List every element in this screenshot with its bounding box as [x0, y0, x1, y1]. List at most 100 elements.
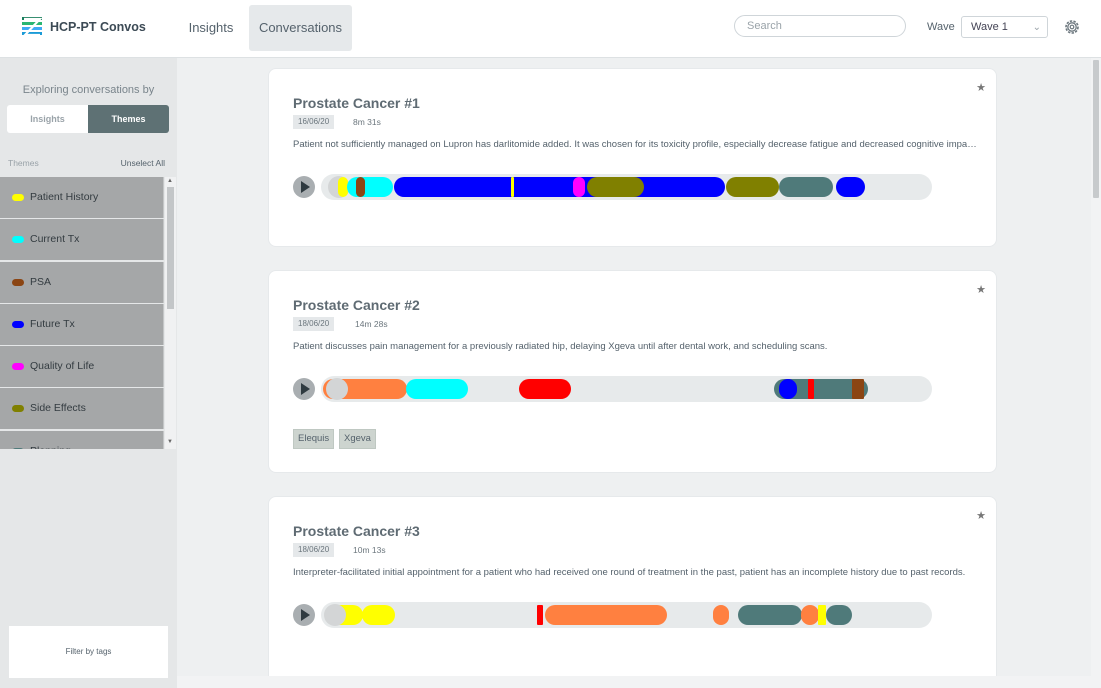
theme-label: Side Effects	[30, 402, 86, 415]
timeline-segment[interactable]	[818, 605, 826, 625]
app-title: HCP-PT Convos	[50, 20, 146, 34]
timeline-segment[interactable]	[338, 177, 348, 197]
theme-list: Patient History Current Tx PSA Future Tx Qua…	[0, 177, 164, 449]
theme-item[interactable]: Quality of Life	[0, 346, 164, 388]
timeline-segment[interactable]	[738, 605, 802, 625]
timeline-segment[interactable]	[347, 177, 393, 197]
timeline-segment[interactable]	[826, 605, 852, 625]
conversation-title: Prostate Cancer #3	[293, 523, 420, 539]
tab-conversations[interactable]: Conversations	[249, 5, 352, 51]
tag-chip[interactable]: Elequis	[293, 429, 335, 449]
timeline-segment[interactable]	[779, 177, 833, 197]
theme-timeline[interactable]	[321, 602, 932, 628]
theme-color-swatch	[12, 320, 24, 328]
timeline-segment[interactable]	[362, 605, 395, 625]
theme-timeline[interactable]	[321, 174, 932, 200]
timeline-segment[interactable]	[394, 177, 725, 197]
timeline-knob[interactable]	[324, 604, 346, 626]
conversation-title: Prostate Cancer #2	[293, 297, 420, 313]
play-button[interactable]	[293, 176, 315, 198]
unselect-all-link[interactable]: Unselect All	[120, 158, 165, 168]
timeline-segment[interactable]	[808, 379, 814, 399]
search-input[interactable]	[734, 15, 906, 37]
wave-label: Wave	[927, 21, 955, 33]
theme-label: Patient History	[30, 191, 99, 203]
sidebar: Exploring conversations by Insights Them…	[0, 58, 177, 688]
top-bar: HCP-PT Convos Insights Conversations Wav…	[0, 0, 1101, 58]
theme-label: Future Tx	[30, 317, 75, 330]
star-icon[interactable]: ★	[976, 82, 986, 94]
duration: 10m 13s	[353, 545, 386, 555]
timeline-segment[interactable]	[774, 379, 868, 399]
tag-chip[interactable]: Xgeva	[339, 429, 376, 449]
conversation-description: Interpreter-facilitated initial appointm…	[293, 567, 966, 578]
conversation-card[interactable]: Prostate Cancer #2 18/06/20 14m 28s Pati…	[268, 270, 997, 473]
scroll-up-icon[interactable]: ▲	[167, 178, 173, 184]
conversation-card[interactable]: Prostate Cancer #3 18/06/20 10m 13s Inte…	[268, 496, 997, 688]
theme-color-swatch	[12, 194, 24, 201]
theme-list-scrollbar[interactable]: ▲ ▼	[165, 177, 176, 449]
chevron-down-icon: ⌄	[1032, 22, 1041, 33]
timeline-segment[interactable]	[726, 177, 779, 197]
duration: 8m 31s	[353, 117, 381, 127]
conversation-description: Patient not sufficiently managed on Lupr…	[293, 139, 977, 150]
theme-color-swatch	[12, 447, 24, 449]
conversation-card[interactable]: Prostate Cancer #1 16/06/20 8m 31s Patie…	[268, 68, 997, 247]
date-badge: 18/06/20	[293, 317, 335, 331]
theme-label: Planning	[30, 445, 71, 449]
timeline-knob[interactable]	[326, 378, 348, 400]
timeline-segment[interactable]	[406, 379, 468, 399]
toggle-themes[interactable]: Themes	[88, 105, 169, 133]
timeline-segment[interactable]	[511, 177, 514, 197]
date-badge: 18/06/20	[293, 543, 335, 557]
timeline-segment[interactable]	[836, 177, 865, 197]
sidebar-heading: Exploring conversations by	[22, 84, 155, 96]
theme-label: Current Tx	[30, 233, 80, 246]
timeline-segment[interactable]	[587, 177, 644, 197]
explore-mode-toggle: Insights Themes	[7, 105, 169, 133]
theme-label: Quality of Life	[30, 360, 95, 373]
toggle-insights[interactable]: Insights	[7, 105, 88, 133]
filter-by-tags-box[interactable]: Filter by tags	[9, 626, 168, 678]
theme-item[interactable]: Planning	[0, 430, 164, 449]
scrollbar-thumb[interactable]	[167, 187, 174, 309]
scroll-down-icon[interactable]: ▼	[167, 439, 173, 445]
scrollbar-thumb[interactable]	[1093, 60, 1099, 198]
theme-item[interactable]: Side Effects	[0, 388, 164, 430]
horizontal-scrollbar[interactable]	[177, 676, 1101, 688]
timeline-segment[interactable]	[537, 605, 543, 625]
timeline-segment[interactable]	[356, 177, 365, 197]
theme-item[interactable]: Future Tx	[0, 303, 164, 345]
theme-color-swatch	[12, 363, 24, 371]
theme-timeline[interactable]	[321, 376, 932, 402]
theme-item[interactable]: Current Tx	[0, 219, 164, 261]
conversation-description: Patient discusses pain management for a …	[293, 341, 828, 352]
theme-color-swatch	[12, 405, 24, 413]
star-icon[interactable]: ★	[976, 284, 986, 296]
timeline-segment[interactable]	[801, 605, 819, 625]
main-scrollbar[interactable]	[1091, 58, 1101, 676]
timeline-segment[interactable]	[519, 379, 571, 399]
tab-insights[interactable]: Insights	[188, 20, 234, 35]
play-button[interactable]	[293, 378, 315, 400]
timeline-segment[interactable]	[779, 379, 797, 399]
theme-item[interactable]: Patient History	[0, 177, 164, 218]
themes-header: Themes	[8, 158, 39, 168]
gear-icon[interactable]	[1063, 18, 1081, 36]
theme-color-swatch	[12, 278, 24, 286]
duration: 14m 28s	[355, 319, 388, 329]
timeline-segment[interactable]	[573, 177, 585, 197]
theme-item[interactable]: PSA	[0, 261, 164, 303]
theme-label: PSA	[30, 275, 52, 288]
star-icon[interactable]: ★	[976, 510, 986, 522]
timeline-segment[interactable]	[852, 379, 864, 399]
theme-color-swatch	[12, 236, 24, 244]
conversation-list: Prostate Cancer #1 16/06/20 8m 31s Patie…	[177, 58, 1101, 688]
wave-select[interactable]: Wave 1 ⌄	[961, 16, 1048, 38]
play-button[interactable]	[293, 604, 315, 626]
app-logo-icon	[21, 16, 43, 38]
timeline-segment[interactable]	[545, 605, 667, 625]
timeline-segment[interactable]	[713, 605, 729, 625]
date-badge: 16/06/20	[293, 115, 335, 129]
wave-select-value: Wave 1	[971, 21, 1008, 33]
